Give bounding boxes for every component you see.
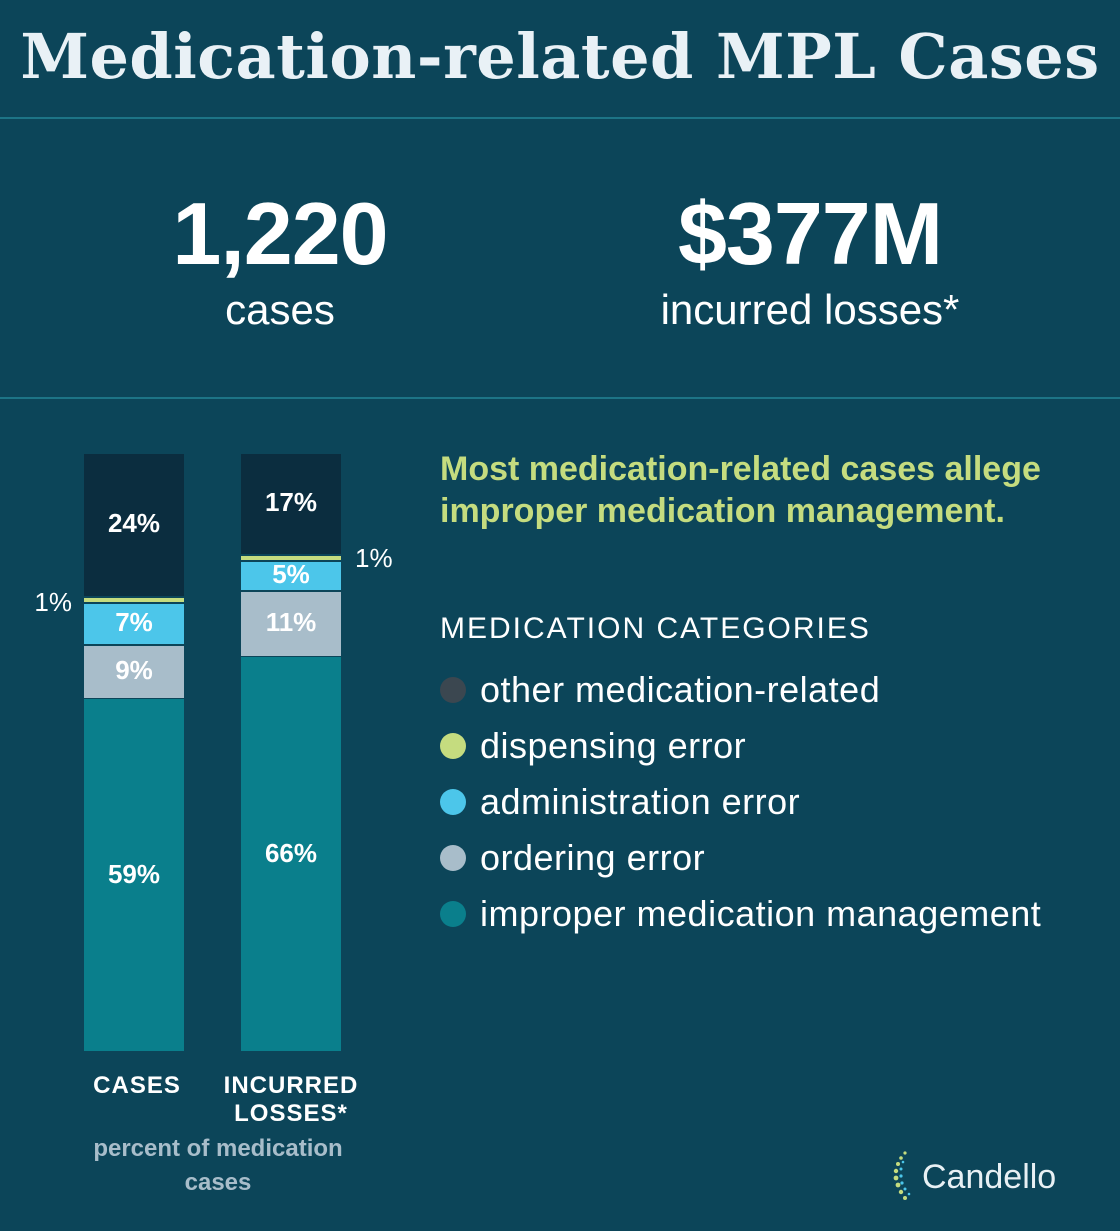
bar-segment (84, 604, 184, 644)
bar-segment (241, 657, 341, 1051)
data-label: 66% (265, 838, 317, 868)
cases-stat: 1,220 cases (120, 190, 440, 334)
bar-segment (84, 699, 184, 1051)
legend-item-administration: administration error (440, 774, 1041, 830)
data-label: 1% (355, 543, 393, 573)
headline: Most medication-related cases allege imp… (440, 450, 1041, 530)
legend-title: MEDICATION CATEGORIES (440, 612, 871, 645)
stacked-bar-chart: 59% 9% 7% 1% 24% 66% 11% 5% 1% 17% (34, 454, 393, 1051)
data-label: 59% (108, 859, 160, 889)
data-label: 11% (266, 607, 317, 637)
cases-count: 1,220 (172, 184, 388, 283)
x-category-cases: CASES (93, 1072, 181, 1099)
brand: Candello (890, 1150, 1056, 1204)
legend-dot (440, 845, 466, 871)
candello-logo-icon (893, 1151, 911, 1200)
bar-segment (84, 598, 184, 602)
legend-dot (440, 901, 466, 927)
legend-dot (440, 733, 466, 759)
legend-dot (440, 677, 466, 703)
legend-label: ordering error (480, 837, 706, 878)
legend: other medication-related dispensing erro… (440, 662, 1041, 942)
data-label: 17% (265, 487, 317, 517)
legend-item-ordering: ordering error (440, 830, 1041, 886)
losses-amount: $377M (677, 184, 943, 283)
losses-label: incurred losses* (660, 286, 960, 333)
bar-segment (241, 562, 341, 590)
data-label: 7% (115, 607, 153, 637)
data-label: 24% (108, 508, 160, 538)
bar-segment (84, 646, 184, 698)
data-label: 5% (272, 559, 310, 589)
bar-segment (241, 556, 341, 560)
x-category-line: LOSSES* (234, 1100, 348, 1127)
legend-label: administration error (480, 781, 801, 822)
page-title: Medication-related MPL Cases (20, 20, 1100, 93)
legend-item-other: other medication-related (440, 662, 1041, 718)
legend-label: improper medication management (480, 893, 1042, 934)
bar-segment (241, 454, 341, 554)
brand-name: Candello (922, 1157, 1057, 1196)
legend-label: dispensing error (480, 725, 747, 766)
losses-stat: $377M incurred losses* (560, 190, 1060, 334)
chart-caption: percent of medication cases (93, 1135, 343, 1196)
divider-top (0, 117, 1120, 119)
data-label: 1% (34, 587, 72, 617)
legend-dot (440, 789, 466, 815)
x-category-line: INCURRED (223, 1072, 359, 1099)
cases-label: cases (225, 286, 335, 333)
data-label: 9% (115, 655, 153, 685)
legend-item-dispensing: dispensing error (440, 718, 1041, 774)
x-category-incurred-losses: INCURRED LOSSES* (201, 1072, 381, 1128)
bar-segment (241, 592, 341, 656)
legend-label: other medication-related (480, 669, 881, 710)
bar-segment (84, 454, 184, 596)
divider-middle (0, 397, 1120, 399)
legend-item-improper: improper medication management (440, 886, 1041, 942)
